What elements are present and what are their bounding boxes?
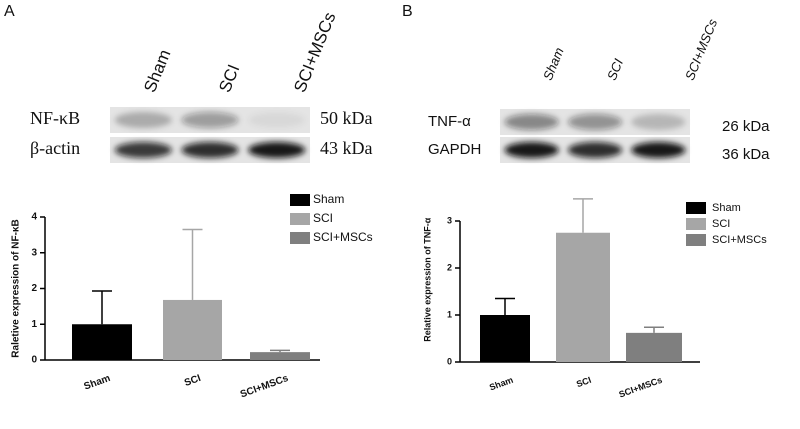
legend-swatch (686, 218, 706, 230)
blot-band (567, 142, 623, 158)
y-tick-label: 1 (447, 309, 452, 319)
bar (163, 299, 222, 360)
lane-label: SCI+MSCs (682, 16, 720, 82)
panel-label: B (402, 3, 413, 20)
y-tick-label: 2 (447, 262, 452, 272)
legend-label: SCI+MSCs (712, 234, 767, 246)
lane-label: Sham (140, 47, 174, 95)
x-tick-label: Sham (83, 373, 112, 393)
legend-swatch (686, 202, 706, 214)
protein-label: GAPDH (428, 141, 481, 158)
legend-label: SCI (313, 211, 333, 225)
y-tick-label: 1 (31, 319, 37, 330)
blot-band (504, 114, 559, 130)
x-tick-label: SCI (183, 373, 203, 389)
y-tick-label: 3 (31, 247, 37, 258)
x-tick-label: SCI+MSCs (618, 375, 664, 400)
legend-label: Sham (712, 202, 741, 214)
blot-band (631, 114, 686, 130)
blot-band (248, 112, 306, 128)
blot-band (114, 142, 172, 158)
bar (556, 232, 610, 362)
blot-band (181, 112, 239, 128)
lane-label: Sham (540, 45, 567, 82)
y-tick-label: 3 (447, 215, 452, 225)
blot-band (504, 142, 559, 158)
legend-label: Sham (313, 192, 344, 206)
legend-swatch (290, 232, 310, 244)
protein-label: TNF-α (428, 113, 471, 130)
legend-label: SCI (712, 218, 730, 230)
y-tick-label: 0 (31, 355, 37, 366)
lane-label: SCI (604, 56, 626, 82)
lane-label: SCI (215, 62, 243, 95)
legend-swatch (290, 194, 310, 206)
bar (626, 332, 682, 362)
size-label: 43 kDa (320, 138, 373, 158)
bar (72, 324, 132, 360)
size-label: 50 kDa (320, 108, 373, 128)
size-label: 36 kDa (722, 146, 770, 163)
blot-band (631, 142, 686, 158)
panel-label: A (4, 3, 15, 20)
y-tick-label: 2 (31, 283, 37, 294)
size-label: 26 kDa (722, 118, 770, 135)
blot-band (248, 142, 306, 158)
x-tick-label: Sham (488, 375, 514, 393)
y-axis-title: Raletive expression of NF-κB (11, 219, 22, 357)
blot-band (181, 142, 239, 158)
legend-label: SCI+MSCs (313, 230, 373, 244)
blot-band (114, 112, 172, 128)
bar (250, 352, 310, 360)
protein-label: NF-κB (30, 108, 80, 128)
legend-swatch (290, 213, 310, 225)
lane-label: SCI+MSCs (290, 10, 339, 96)
x-tick-label: SCI+MSCs (239, 373, 290, 401)
x-tick-label: SCI (575, 375, 593, 390)
legend-swatch (686, 234, 706, 246)
y-tick-label: 4 (31, 212, 37, 223)
blot-band (567, 114, 623, 130)
y-tick-label: 0 (447, 356, 452, 366)
protein-label: β-actin (30, 138, 80, 158)
y-axis-title: Relative expression of TNF-α (422, 217, 432, 342)
bar (480, 315, 530, 362)
